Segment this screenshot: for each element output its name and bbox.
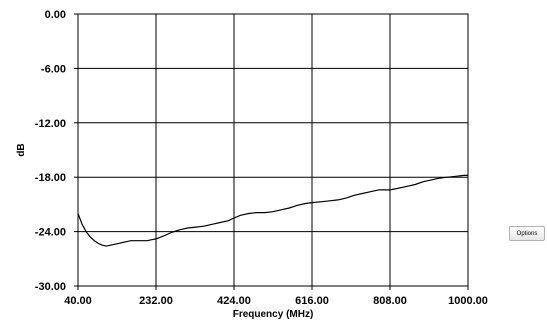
plot-area-frame	[77, 13, 469, 287]
x-tick-label: 808.00	[373, 295, 407, 307]
chart-grid	[78, 14, 468, 286]
y-tick-label: -30.00	[35, 281, 66, 293]
y-axis-ticks: 0.00 -6.00 -12.00 -18.00 -24.00 -30.00	[35, 9, 78, 293]
x-axis-ticks: 40.00 232.00 424.00 616.00 808.00 1000.00	[64, 286, 488, 307]
x-tick-label: 1000.00	[448, 295, 488, 307]
series-line	[77, 174, 468, 247]
x-axis-title: Frequency (MHz)	[233, 309, 314, 320]
x-tick-label: 424.00	[217, 295, 251, 307]
y-tick-label: -24.00	[35, 227, 66, 239]
x-tick-label: 616.00	[295, 295, 329, 307]
y-tick-label: -6.00	[41, 63, 66, 75]
x-tick-label: 40.00	[64, 295, 92, 307]
y-axis-title: dB	[16, 143, 27, 156]
x-tick-label: 232.00	[139, 295, 173, 307]
options-button[interactable]: Options	[509, 226, 545, 241]
series-group	[77, 174, 468, 247]
y-tick-label: -12.00	[35, 118, 66, 130]
y-tick-label: 0.00	[45, 9, 66, 21]
y-tick-label: -18.00	[35, 172, 66, 184]
